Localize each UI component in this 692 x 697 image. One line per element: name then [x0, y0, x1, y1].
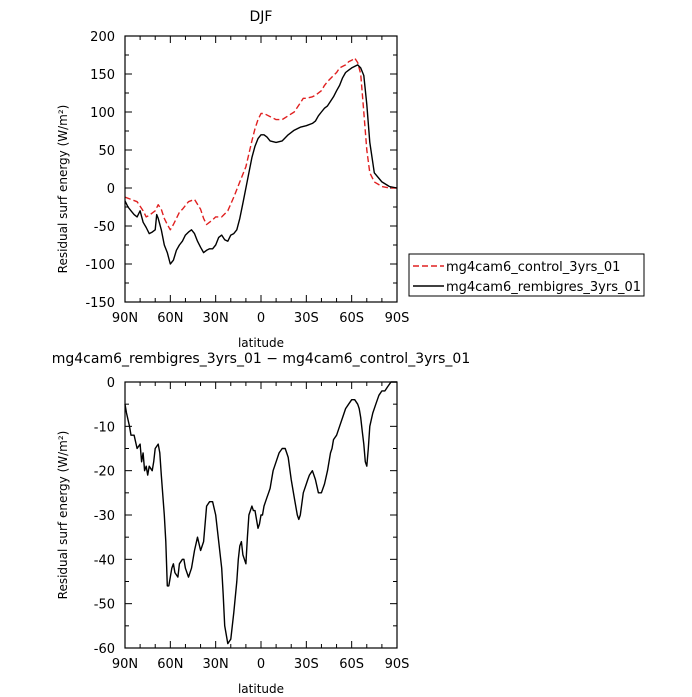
bottom-chart-ytick-label: 0 [107, 376, 115, 391]
top-chart-series-b-line [124, 64, 398, 265]
bottom-chart-xtick-label: 90N [112, 657, 138, 672]
bottom-chart-xtick-label: 30N [203, 657, 229, 672]
top-chart-ytick-label: -150 [85, 296, 115, 311]
bottom-chart-ytick-label: -40 [94, 553, 115, 568]
legend-label-rembigres: mg4cam6_rembigres_3yrs_01 [446, 280, 641, 295]
bottom-chart-ytick-label: -20 [94, 465, 115, 480]
bottom-chart-ytick-label: -60 [94, 642, 115, 657]
top-chart-xtick-label: 90S [385, 311, 410, 326]
top-chart-ytick-label: 200 [90, 30, 115, 45]
top-chart-ylabel: Residual surf energy (W/m²) [56, 105, 70, 274]
bottom-chart-ytick-label: -50 [94, 598, 115, 613]
bottom-chart-frame [124, 381, 398, 649]
bottom-chart-xlabel: latitude [238, 682, 284, 696]
top-chart-xlabel: latitude [238, 336, 284, 350]
top-chart-legend: mg4cam6_control_3yrs_01 mg4cam6_rembigres… [408, 253, 645, 297]
bottom-chart-ylabel: Residual surf energy (W/m²) [56, 431, 70, 600]
top-chart-xtick-label: 90N [112, 311, 138, 326]
top-chart-xtick-label: 60S [339, 311, 364, 326]
bottom-chart-xtick-label: 60N [157, 657, 183, 672]
bottom-chart-ytick-label: -10 [94, 420, 115, 435]
bottom-chart-series-a-line [124, 381, 397, 645]
top-chart-series-a-line [124, 57, 397, 231]
legend-label-control: mg4cam6_control_3yrs_01 [446, 260, 620, 275]
bottom-chart-xtick-label: 90S [385, 657, 410, 672]
bottom-chart-xtick-label: 0 [257, 657, 265, 672]
top-chart-ytick-label: 150 [90, 68, 115, 83]
bottom-chart-xtick-label: 60S [339, 657, 364, 672]
top-chart-frame [124, 35, 398, 303]
top-chart-xtick-label: 0 [257, 311, 265, 326]
top-chart-ytick-label: -100 [85, 258, 115, 273]
top-chart-ytick-label: -50 [94, 220, 115, 235]
legend-box [408, 253, 645, 297]
top-chart-ytick-label: 0 [107, 182, 115, 197]
bottom-chart-xtick-label: 30S [294, 657, 319, 672]
top-chart-xtick-label: 60N [157, 311, 183, 326]
top-chart-xtick-label: 30S [294, 311, 319, 326]
top-chart-ytick-label: 100 [90, 106, 115, 121]
top-chart-ytick-label: 50 [98, 144, 115, 159]
bottom-chart-title: mg4cam6_rembigres_3yrs_01 − mg4cam6_cont… [52, 351, 471, 367]
top-chart-xtick-label: 30N [203, 311, 229, 326]
top-chart-title: DJF [250, 9, 273, 25]
bottom-chart-ytick-label: -30 [94, 509, 115, 524]
